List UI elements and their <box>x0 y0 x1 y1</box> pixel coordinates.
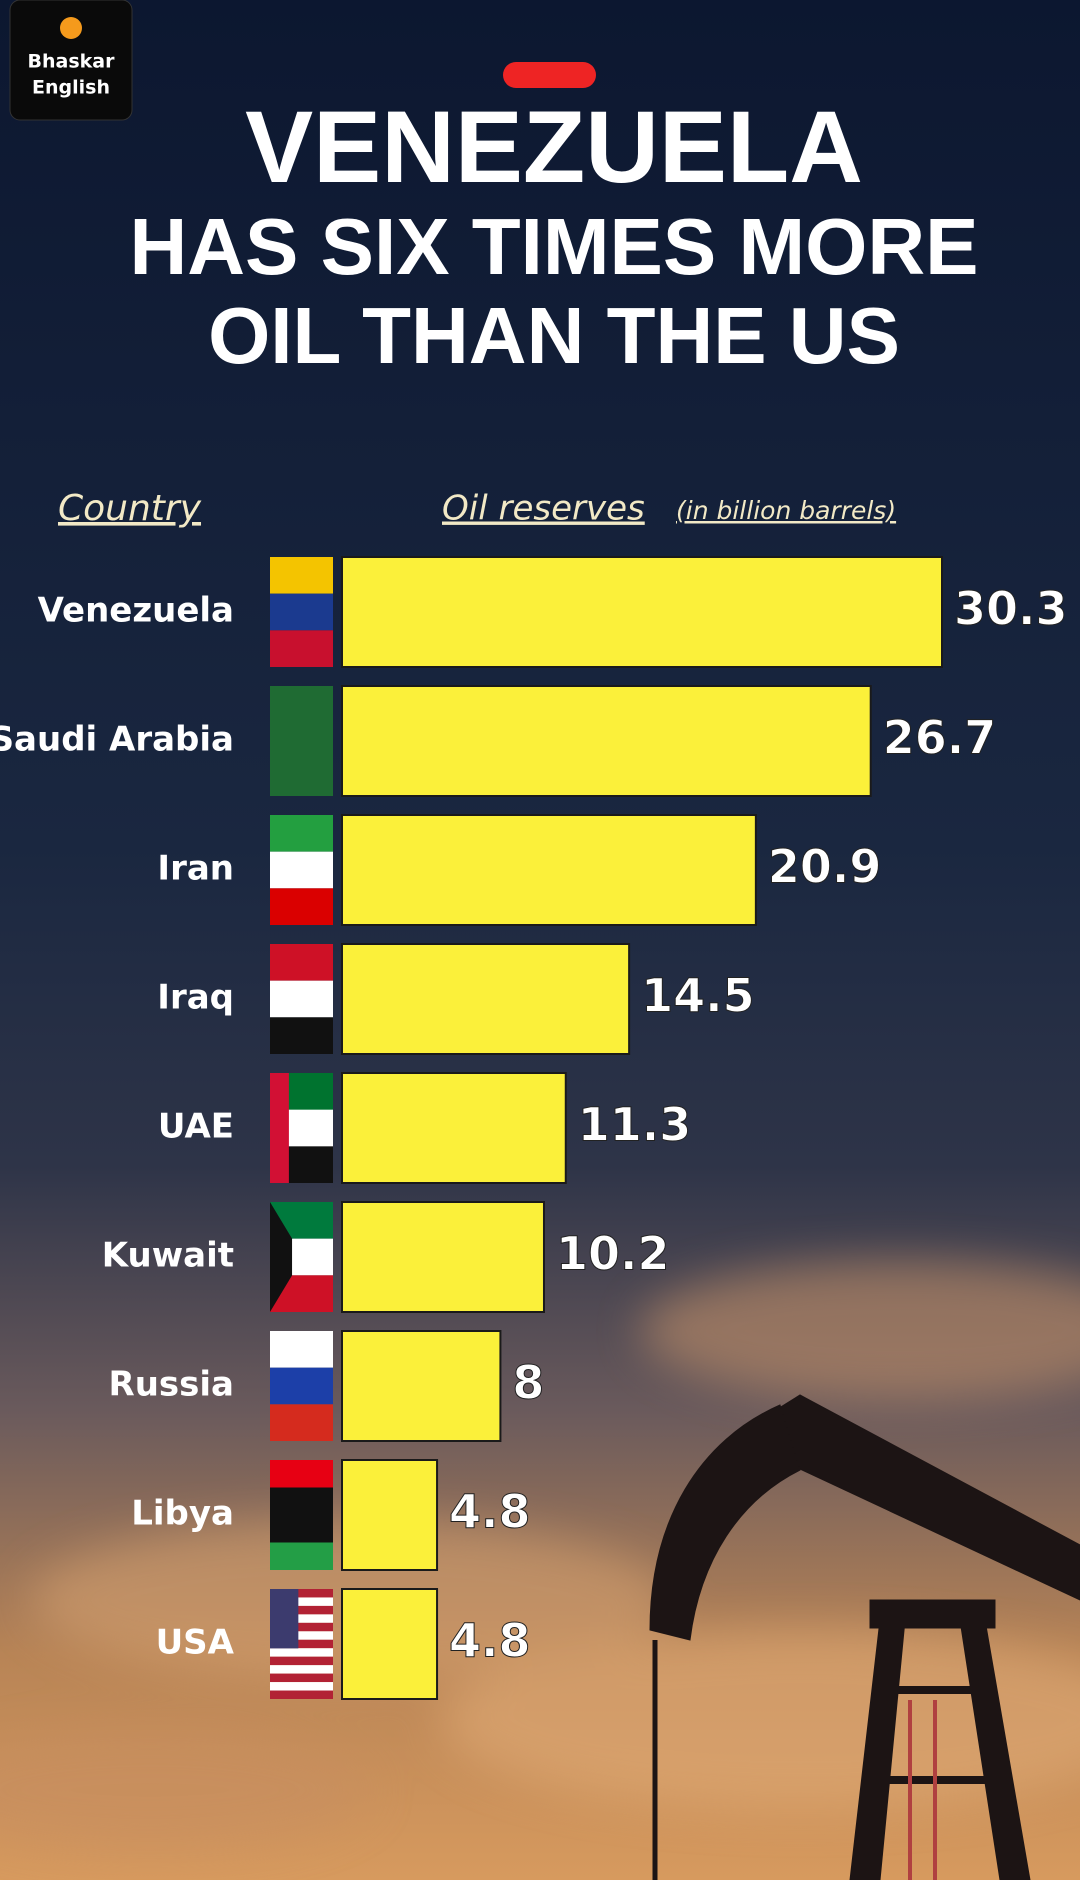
value-label: 30.3 <box>954 582 1068 636</box>
value-label: 4.8 <box>449 1485 531 1539</box>
flag-part <box>270 593 333 631</box>
bar <box>341 1459 439 1571</box>
category-label: Kuwait <box>102 1236 234 1276</box>
flag-part <box>270 1648 333 1657</box>
category-label: Iran <box>157 849 234 889</box>
flag-part <box>270 1073 289 1183</box>
bar <box>341 556 943 668</box>
flag-part <box>270 944 333 981</box>
flag-part <box>270 851 333 889</box>
flag-part <box>270 1690 333 1699</box>
flag-part <box>270 1542 333 1570</box>
value-label: 4.8 <box>449 1614 531 1668</box>
flag-part <box>270 1673 333 1683</box>
category-label: USA <box>156 1623 235 1663</box>
bar <box>341 1588 439 1700</box>
brand-line: English <box>32 77 110 99</box>
value-label: 26.7 <box>883 711 997 765</box>
logo-sun <box>60 17 82 39</box>
flag-part <box>270 1665 333 1674</box>
chart-subtitle: HAS SIX TIMES MORE <box>130 202 979 291</box>
logo-box <box>9 0 133 121</box>
bar <box>341 685 872 797</box>
flag-part <box>270 1487 333 1543</box>
flag-part <box>270 1202 293 1312</box>
flag-part <box>270 1639 333 1649</box>
chart-subtitle: OIL THAN THE US <box>208 291 900 380</box>
flag-part <box>270 1682 333 1691</box>
flag-part <box>270 1367 333 1405</box>
pumpjack <box>649 1394 1080 1880</box>
category-label: Saudi Arabia <box>0 720 234 760</box>
value-label: 14.5 <box>641 969 755 1023</box>
flag-part <box>270 1460 333 1488</box>
bar <box>341 1072 567 1184</box>
chart-title: VENEZUELA <box>245 90 863 204</box>
flag-part <box>270 630 333 667</box>
flag-part <box>270 1597 333 1606</box>
category-label: Russia <box>109 1365 234 1405</box>
flag-part <box>270 686 333 796</box>
clouds <box>0 1260 1080 1850</box>
bar <box>341 814 757 926</box>
category-label: Libya <box>131 1494 234 1534</box>
flag-part <box>270 1614 333 1623</box>
bar <box>341 1330 502 1442</box>
flag-part <box>270 1589 299 1649</box>
category-label: Iraq <box>157 978 234 1018</box>
value-label: 8 <box>512 1356 544 1410</box>
flag-part <box>270 980 333 1018</box>
bar <box>341 1201 545 1313</box>
flag-part <box>270 1656 333 1666</box>
brand-line: Bhaskar <box>28 51 116 73</box>
value-label: 10.2 <box>556 1227 670 1281</box>
flag-part <box>270 1589 333 1598</box>
value-label: 20.9 <box>768 840 882 894</box>
flag-part <box>270 1017 333 1054</box>
red-pill <box>503 62 596 88</box>
bar <box>341 943 631 1055</box>
flag-part <box>270 815 333 852</box>
flag-part <box>270 1622 333 1632</box>
value-header: Oil reserves <box>442 489 645 529</box>
category-header: Country <box>58 488 202 529</box>
category-label: Venezuela <box>38 591 234 631</box>
flag-part <box>270 1631 333 1640</box>
flag-part <box>270 1331 333 1368</box>
value-unit: (in billion barrels) <box>676 496 896 525</box>
flag-part <box>270 888 333 925</box>
flag-part <box>270 1404 333 1441</box>
value-label: 11.3 <box>578 1098 692 1152</box>
flag-part <box>270 1605 333 1615</box>
flag-part <box>270 557 333 594</box>
category-label: UAE <box>158 1107 234 1147</box>
